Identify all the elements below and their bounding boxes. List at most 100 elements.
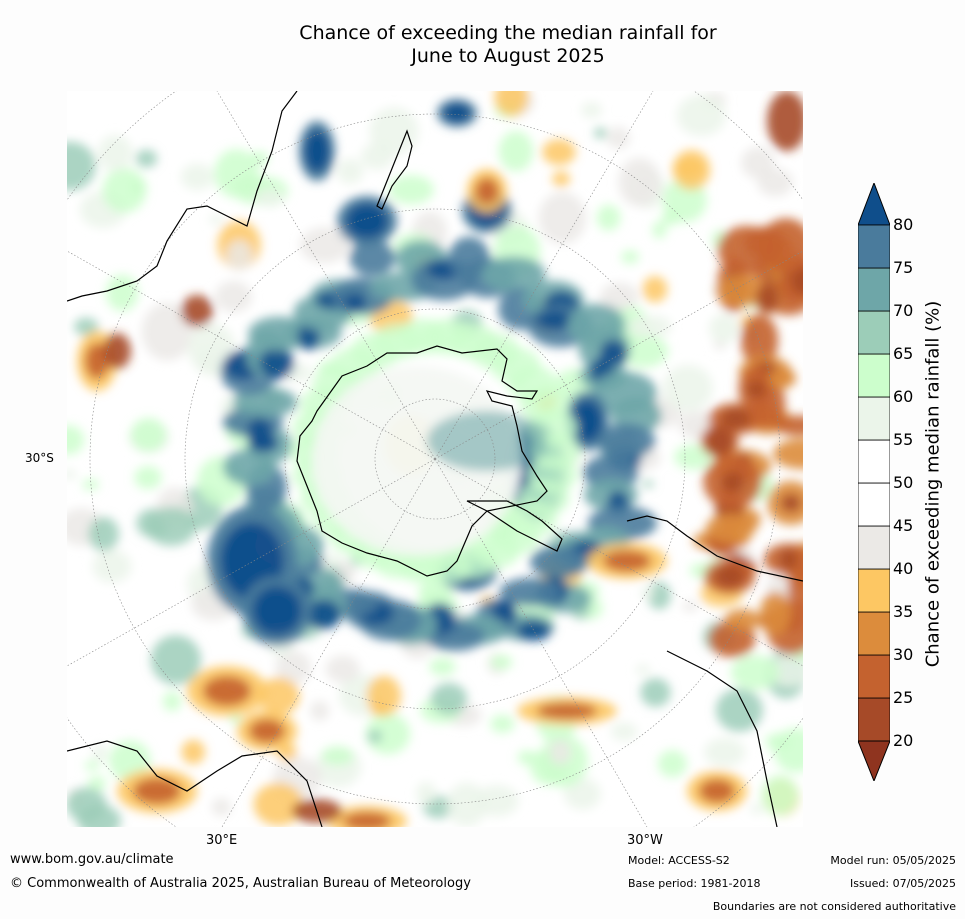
probability-patch [203, 676, 251, 706]
copyright-notice: © Commonwealth of Australia 2025, Austra… [10, 876, 471, 891]
colorbar-segment [858, 353, 890, 398]
probability-patch [343, 812, 391, 827]
probability-patch [214, 149, 259, 198]
probability-patch [672, 149, 711, 190]
probability-patch [370, 703, 388, 716]
colorbar-tick-label: 20 [893, 731, 914, 750]
probability-patch [515, 620, 551, 641]
colorbar-over-arrow [858, 183, 890, 226]
probability-patch [705, 513, 756, 544]
probability-patch [88, 516, 120, 552]
colorbar-under-arrow [858, 740, 890, 781]
antarctic-peninsula-coastline [466, 500, 563, 552]
probability-patch [67, 787, 107, 822]
probability-patch [474, 785, 519, 817]
colorbar-tick-label: 50 [893, 473, 914, 492]
probability-patch [746, 380, 767, 398]
probability-patch [724, 609, 761, 631]
probability-patch [641, 480, 655, 488]
probability-patch [764, 732, 792, 751]
probability-patch [247, 417, 273, 447]
probability-patch [744, 226, 785, 260]
probability-field [67, 91, 803, 827]
probability-patch [443, 103, 471, 123]
probability-patch [740, 314, 779, 368]
probability-patch [102, 167, 147, 213]
colorbar-tick-label: 25 [893, 688, 914, 707]
probability-patch [681, 600, 699, 612]
probability-patch [596, 204, 621, 231]
africa-coastline [67, 740, 323, 827]
colorbar-segment [858, 611, 890, 656]
probability-patch [741, 146, 775, 179]
probability-patch [429, 657, 456, 676]
probability-patch [416, 781, 437, 805]
probability-patch [106, 274, 139, 312]
probability-patch [254, 188, 284, 207]
probability-patch [773, 438, 803, 470]
meridian [434, 250, 803, 460]
colorbar-segment [858, 439, 890, 484]
probability-patch [84, 760, 100, 771]
colorbar-tick-label: 40 [893, 559, 914, 578]
longitude-label-30w: 30°W [627, 833, 663, 848]
probability-patch [141, 302, 193, 361]
probability-patch [475, 177, 499, 205]
meridian [216, 91, 436, 460]
graticule [67, 91, 803, 827]
antarctica-coastline [296, 345, 548, 577]
colorbar-segment [858, 482, 890, 527]
latitude-circle-60s [284, 308, 586, 610]
probability-patch [85, 343, 109, 379]
probability-patch [491, 599, 517, 624]
probability-patch [73, 317, 99, 336]
probability-patch [780, 494, 802, 512]
probability-patch [538, 192, 587, 245]
probability-patch [226, 240, 253, 271]
meridian [434, 458, 803, 667]
latitude-circle-40s [184, 208, 686, 710]
colorbar-segment [858, 654, 890, 699]
probability-patch [779, 549, 798, 570]
meridian [434, 91, 654, 460]
probability-patch [253, 782, 304, 826]
probability-patch [639, 587, 655, 599]
probability-patch [705, 426, 734, 456]
probability-patch [369, 107, 419, 156]
colorbar-tick-label: 60 [893, 387, 914, 406]
probability-patch [349, 239, 396, 277]
probability-patch [103, 333, 131, 369]
probability-patch [249, 719, 285, 743]
website-link[interactable]: www.bom.gov.au/climate [10, 852, 174, 867]
probability-patch [662, 364, 713, 412]
probability-patch [134, 465, 162, 490]
probability-patch [600, 282, 639, 311]
probability-patch [761, 775, 799, 816]
new-zealand-coastline [376, 129, 413, 210]
probability-patch [92, 549, 132, 583]
meridian [67, 250, 436, 460]
probability-patch [130, 417, 167, 452]
probability-patch [759, 591, 791, 636]
colorbar-tick-label: 35 [893, 602, 914, 621]
probability-patch [603, 550, 651, 572]
colorbar-tick-label: 45 [893, 516, 914, 535]
probability-patch [336, 158, 364, 184]
probability-patch [494, 91, 529, 117]
probability-patch [150, 635, 202, 685]
probability-patch [145, 506, 197, 546]
probability-patch [542, 139, 576, 166]
colorbar-segment [858, 310, 890, 355]
issued-date: Issued: 07/05/2025 [849, 877, 956, 890]
probability-patch [365, 713, 411, 755]
probability-patch [674, 444, 714, 470]
probability-patch [699, 779, 735, 803]
probability-patch [596, 423, 656, 459]
probability-patch [490, 714, 515, 733]
latitude-circle-30s [89, 113, 781, 805]
colorbar-segments [858, 183, 890, 781]
probability-patch [621, 250, 640, 264]
probability-patch [709, 313, 740, 344]
colorbar-segment [858, 568, 890, 613]
colorbar-tick-label: 70 [893, 301, 914, 320]
